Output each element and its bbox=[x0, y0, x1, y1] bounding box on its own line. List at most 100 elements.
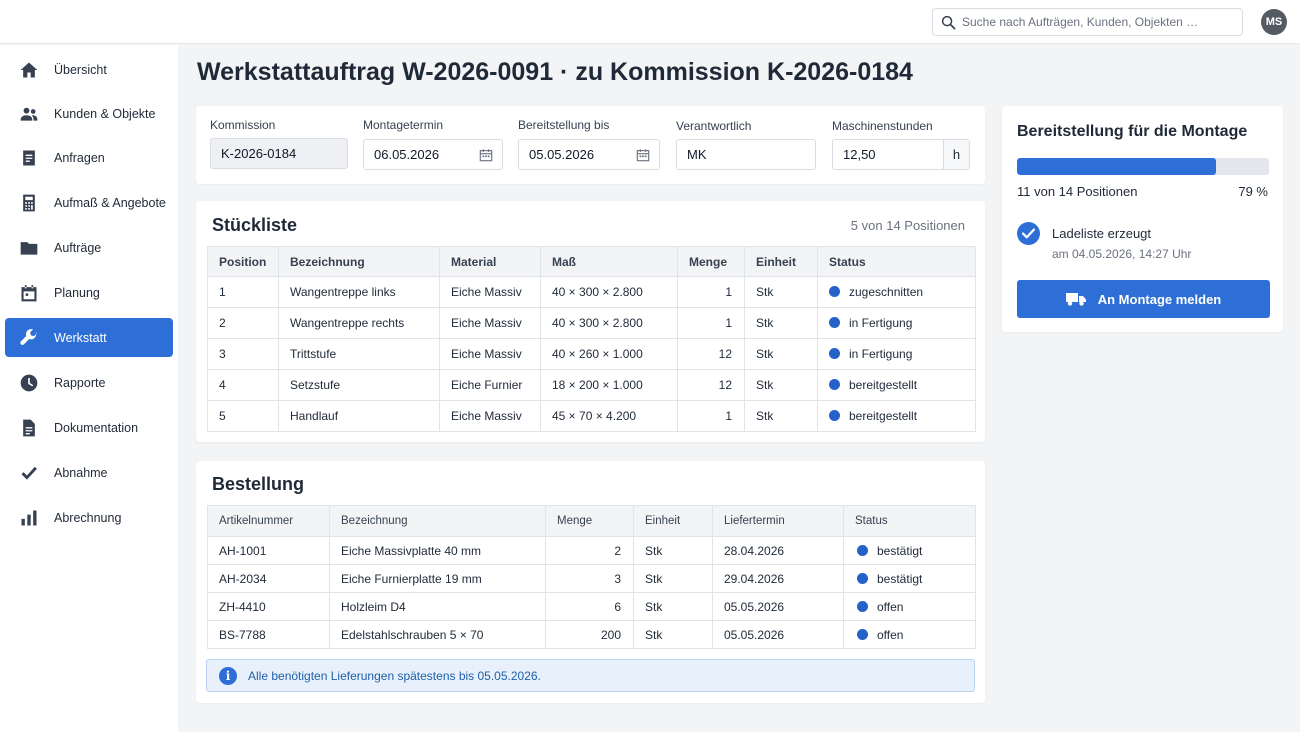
calendar-icon[interactable] bbox=[479, 148, 493, 162]
table-row[interactable]: BS-7788 Edelstahlschrauben 5 × 70 200 St… bbox=[207, 620, 976, 649]
kommission-field: K-2026-0184 bbox=[210, 138, 348, 169]
document-icon bbox=[18, 147, 40, 169]
stueckliste-title: Stückliste bbox=[212, 215, 298, 235]
cell-mass: 40 × 260 × 1.000 bbox=[540, 338, 678, 370]
column-header[interactable]: Status bbox=[817, 246, 976, 277]
checkmark-icon bbox=[18, 462, 40, 484]
table-row[interactable]: 5 Handlauf Eiche Massiv 45 × 70 × 4.200 … bbox=[207, 400, 976, 432]
table-row[interactable]: ZH-4410 Holzleim D4 6 Stk 05.05.2026 off… bbox=[207, 592, 976, 621]
montagetermin-value: 06.05.2026 bbox=[374, 147, 440, 162]
progress-bar bbox=[1017, 158, 1269, 175]
sidebar-item-label: Werkstatt bbox=[54, 330, 107, 345]
cell-einheit: Stk bbox=[633, 592, 713, 621]
column-header[interactable]: Menge bbox=[677, 246, 745, 277]
people-icon bbox=[18, 103, 40, 125]
cell-status: in Fertigung bbox=[817, 307, 976, 339]
file-icon bbox=[18, 417, 40, 439]
sidebar-item-label: Rapporte bbox=[54, 375, 106, 390]
cell-material: Eiche Massiv bbox=[439, 276, 541, 308]
status-text: zugeschnitten bbox=[849, 285, 924, 299]
status-text: offen bbox=[877, 627, 904, 642]
column-header[interactable]: Artikelnummer bbox=[207, 505, 330, 537]
column-header[interactable]: Einheit bbox=[633, 505, 713, 537]
cell-einheit: Stk bbox=[633, 564, 713, 593]
bereitstellung-value: 05.05.2026 bbox=[529, 147, 595, 162]
cell-menge: 6 bbox=[545, 592, 634, 621]
sidebar-item-anfragen[interactable]: Anfragen bbox=[5, 138, 173, 177]
verantwortlich-field[interactable]: MK bbox=[676, 139, 816, 170]
sidebar-item-abrechnung[interactable]: Abrechnung bbox=[5, 498, 173, 537]
column-header[interactable]: Einheit bbox=[744, 246, 818, 277]
sidebar-item-aufmass[interactable]: Aufmaß & Angebote bbox=[5, 183, 173, 222]
maschinenstunden-label: Maschinenstunden bbox=[832, 119, 933, 133]
status-dot bbox=[829, 379, 840, 390]
progress-fill bbox=[1017, 158, 1217, 175]
cell-menge: 2 bbox=[545, 536, 634, 565]
stueckliste-count: 5 von 14 Positionen bbox=[850, 218, 965, 233]
maschinenstunden-field[interactable]: 12,50 bbox=[832, 139, 944, 170]
column-header[interactable]: Bezeichnung bbox=[278, 246, 440, 277]
sidebar-item-abnahme[interactable]: Abnahme bbox=[5, 453, 173, 492]
cell-status: offen bbox=[843, 620, 976, 649]
truck-icon bbox=[1065, 293, 1086, 306]
cell-einheit: Stk bbox=[744, 338, 818, 370]
table-row[interactable]: AH-2034 Eiche Furnierplatte 19 mm 3 Stk … bbox=[207, 564, 976, 593]
sidebar-item-uebersicht[interactable]: Übersicht bbox=[5, 50, 173, 89]
sidebar-item-planung[interactable]: Planung bbox=[5, 273, 173, 312]
cell-position: 4 bbox=[207, 369, 279, 401]
montagetermin-label: Montagetermin bbox=[363, 118, 444, 132]
status-text: bereitgestellt bbox=[849, 409, 918, 423]
cell-mass: 40 × 300 × 2.800 bbox=[540, 307, 678, 339]
cell-status: bereitgestellt bbox=[817, 369, 976, 401]
sidebar: Übersicht Kunden & Objekte Anfragen Aufm… bbox=[0, 45, 178, 732]
table-header-row: Position Bezeichnung Material Maß Menge … bbox=[207, 246, 976, 277]
an-montage-melden-button[interactable]: An Montage melden bbox=[1017, 280, 1270, 318]
status-text: offen bbox=[877, 599, 904, 614]
sidebar-item-werkstatt[interactable]: Werkstatt bbox=[5, 318, 173, 357]
bereitstellung-field[interactable]: 05.05.2026 bbox=[518, 139, 660, 170]
sidebar-item-auftraege[interactable]: Aufträge bbox=[5, 228, 173, 267]
search-input[interactable] bbox=[962, 15, 1232, 29]
ladeliste-time: am 04.05.2026, 14:27 Uhr bbox=[1052, 247, 1192, 261]
status-text: bestätigt bbox=[877, 571, 923, 586]
sidebar-item-label: Aufträge bbox=[54, 240, 102, 255]
cell-material: Eiche Massiv bbox=[439, 400, 541, 432]
cell-liefertermin: 28.04.2026 bbox=[712, 536, 844, 565]
montagetermin-field[interactable]: 06.05.2026 bbox=[363, 139, 503, 170]
column-header[interactable]: Material bbox=[439, 246, 541, 277]
sidebar-item-dokumentation[interactable]: Dokumentation bbox=[5, 408, 173, 447]
status-dot bbox=[857, 544, 868, 556]
cell-status: offen bbox=[843, 592, 976, 621]
sidebar-item-rapporte[interactable]: Rapporte bbox=[5, 363, 173, 402]
calendar-icon[interactable] bbox=[636, 148, 650, 162]
column-header[interactable]: Status bbox=[843, 505, 976, 537]
column-header[interactable]: Position bbox=[207, 246, 279, 277]
search-box[interactable] bbox=[932, 8, 1243, 36]
cell-mass: 40 × 300 × 2.800 bbox=[540, 276, 678, 308]
bestellung-title: Bestellung bbox=[212, 474, 305, 494]
column-header[interactable]: Bezeichnung bbox=[329, 505, 546, 537]
table-row[interactable]: 2 Wangentreppe rechts Eiche Massiv 40 × … bbox=[207, 307, 976, 339]
sidebar-item-kunden[interactable]: Kunden & Objekte bbox=[5, 94, 173, 133]
cell-menge: 1 bbox=[677, 307, 745, 339]
status-text: in Fertigung bbox=[849, 347, 913, 361]
table-row[interactable]: 3 Trittstufe Eiche Massiv 40 × 260 × 1.0… bbox=[207, 338, 976, 370]
column-header[interactable]: Liefertermin bbox=[712, 505, 844, 537]
cell-menge: 1 bbox=[677, 400, 745, 432]
table-row[interactable]: 1 Wangentreppe links Eiche Massiv 40 × 3… bbox=[207, 276, 976, 308]
column-header[interactable]: Menge bbox=[545, 505, 634, 537]
button-label: An Montage melden bbox=[1097, 291, 1222, 307]
calculator-icon bbox=[18, 192, 40, 214]
cell-status: zugeschnitten bbox=[817, 276, 976, 308]
cell-status: bestätigt bbox=[843, 564, 976, 593]
kommission-label: Kommission bbox=[210, 118, 276, 132]
cell-position: 3 bbox=[207, 338, 279, 370]
bereitstellung-title: Bereitstellung für die Montage bbox=[1017, 123, 1248, 140]
sidebar-item-label: Abrechnung bbox=[54, 510, 122, 525]
folder-icon bbox=[18, 237, 40, 259]
column-header[interactable]: Maß bbox=[540, 246, 678, 277]
table-row[interactable]: 4 Setzstufe Eiche Furnier 18 × 200 × 1.0… bbox=[207, 369, 976, 401]
table-row[interactable]: AH-1001 Eiche Massivplatte 40 mm 2 Stk 2… bbox=[207, 536, 976, 565]
cell-artikelnummer: AH-2034 bbox=[207, 564, 330, 593]
avatar[interactable]: MS bbox=[1261, 9, 1287, 35]
